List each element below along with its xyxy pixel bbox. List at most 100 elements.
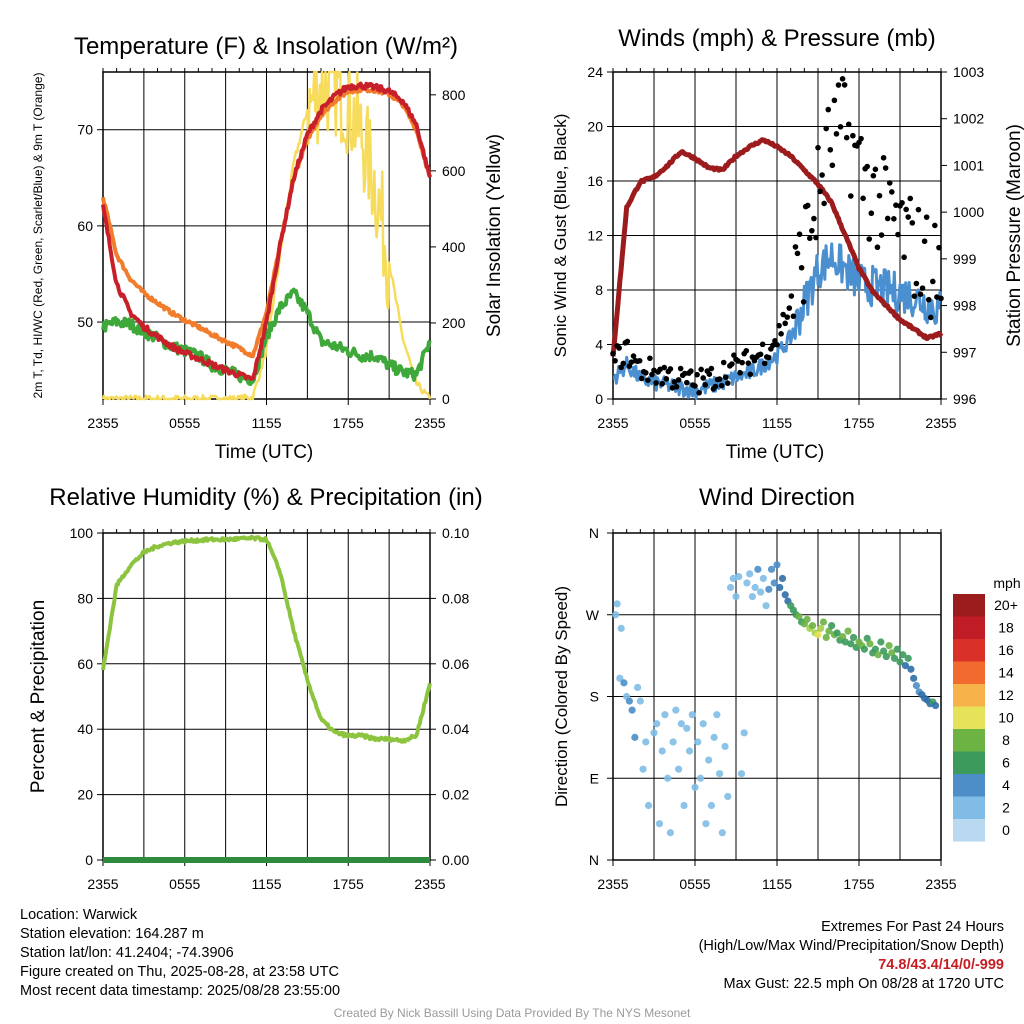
direction-point [822, 633, 830, 642]
direction-point [661, 711, 669, 719]
gust-point [821, 200, 827, 207]
extremes-title: Extremes For Past 24 Hours [821, 919, 1004, 935]
direction-point [613, 600, 621, 608]
x-tick-label: 2355 [87, 876, 118, 892]
gust-point [876, 192, 883, 199]
gust-point [880, 154, 887, 161]
gust-point [739, 359, 745, 366]
direction-point [746, 570, 754, 578]
y-tick-label: 60 [77, 656, 93, 672]
gust-point [700, 375, 706, 381]
y2-tick-label: 800 [442, 87, 466, 103]
direction-point [803, 615, 811, 623]
y-tick-label: 20 [77, 787, 93, 803]
gust-point [829, 162, 836, 169]
direction-point [650, 729, 658, 737]
direction-point [839, 632, 847, 641]
chart-title: Relative Humidity (%) & Precipitation (i… [49, 484, 482, 511]
gust-point [643, 369, 649, 376]
y2-tick-label: 998 [953, 298, 977, 314]
direction-point [683, 724, 691, 732]
x-tick-label: 0555 [679, 415, 710, 431]
colorbar-label: 8 [1002, 732, 1010, 748]
direction-point [828, 622, 836, 630]
gust-point [653, 380, 659, 386]
gust-point [921, 238, 928, 245]
gust-point [827, 146, 834, 153]
x-tick-label: 2355 [925, 876, 956, 892]
colorbar-swatch [953, 594, 985, 617]
direction-point [880, 647, 888, 655]
direction-point [890, 654, 899, 662]
gust-point [860, 195, 866, 202]
direction-point [931, 701, 940, 710]
direction-point [631, 733, 639, 741]
gust-point [835, 82, 842, 88]
x-tick-label: 1155 [251, 415, 281, 431]
gust-point [667, 366, 674, 372]
gust-point [891, 216, 897, 222]
gust-point [813, 234, 819, 241]
colorbar-label: 14 [998, 665, 1014, 681]
gust-point [688, 368, 694, 374]
gust-point [794, 250, 801, 257]
direction-point [688, 711, 696, 719]
gust-point [780, 311, 786, 318]
x-tick-label: 1755 [333, 415, 364, 431]
x-tick-label: 0555 [679, 876, 710, 892]
colorbar-swatch [953, 616, 985, 639]
created-label: Figure created on Thu, 2025-08-28, at 23… [20, 964, 339, 980]
max-gust-label: Max Gust: 22.5 mph On 08/28 at 1720 UTC [723, 976, 1004, 992]
direction-point [757, 588, 765, 596]
direction-point [694, 738, 702, 746]
direction-point [735, 573, 743, 581]
x-tick-label: 0555 [169, 876, 200, 892]
direction-point [617, 624, 625, 632]
x-axis-label: Time (UTC) [726, 442, 825, 463]
colorbar-label: 18 [998, 620, 1014, 636]
colorbar-label: 2 [1002, 800, 1010, 816]
gust-point [638, 375, 645, 382]
direction-point [664, 774, 672, 782]
gust-point [800, 299, 807, 305]
gust-point [874, 244, 881, 251]
direction-point [625, 697, 634, 705]
direction-point [716, 770, 724, 778]
y-tick-label: 70 [77, 122, 93, 138]
y-tick-label: S [590, 689, 599, 705]
gust-point [889, 189, 895, 195]
gust-point [903, 206, 909, 213]
gust-point [932, 222, 938, 229]
gust-point [831, 97, 838, 104]
direction-point [907, 665, 915, 673]
y-tick-label: 4 [595, 337, 603, 353]
extremes-info: Extremes For Past 24 Hours (High/Low/Max… [699, 918, 1004, 994]
direction-point [628, 706, 636, 714]
gust-point [716, 376, 723, 382]
gust-point [893, 202, 899, 208]
y2-tick-label: 1002 [953, 111, 984, 127]
direction-point [901, 662, 910, 670]
y2-tick-label: 0.06 [442, 656, 469, 672]
gust-point [774, 341, 780, 348]
direction-point [874, 651, 882, 659]
gust-point [895, 231, 901, 238]
gust-point [843, 134, 850, 141]
gust-point [770, 342, 776, 349]
colorbar-swatch [953, 661, 985, 684]
x-tick-label: 0555 [169, 415, 200, 431]
gust-point [747, 371, 754, 378]
y2-tick-label: 996 [953, 391, 977, 407]
x-tick-label: 2355 [414, 415, 445, 431]
gust-point [624, 338, 631, 345]
gust-point [864, 163, 870, 170]
gust-point [905, 214, 911, 220]
direction-point [740, 729, 748, 737]
direction-point [653, 720, 661, 728]
chart-title: Winds (mph) & Pressure (mb) [618, 25, 935, 52]
direction-point [634, 683, 642, 692]
direction-point [677, 720, 685, 728]
direction-point [707, 801, 716, 810]
insolation-line [101, 70, 432, 401]
